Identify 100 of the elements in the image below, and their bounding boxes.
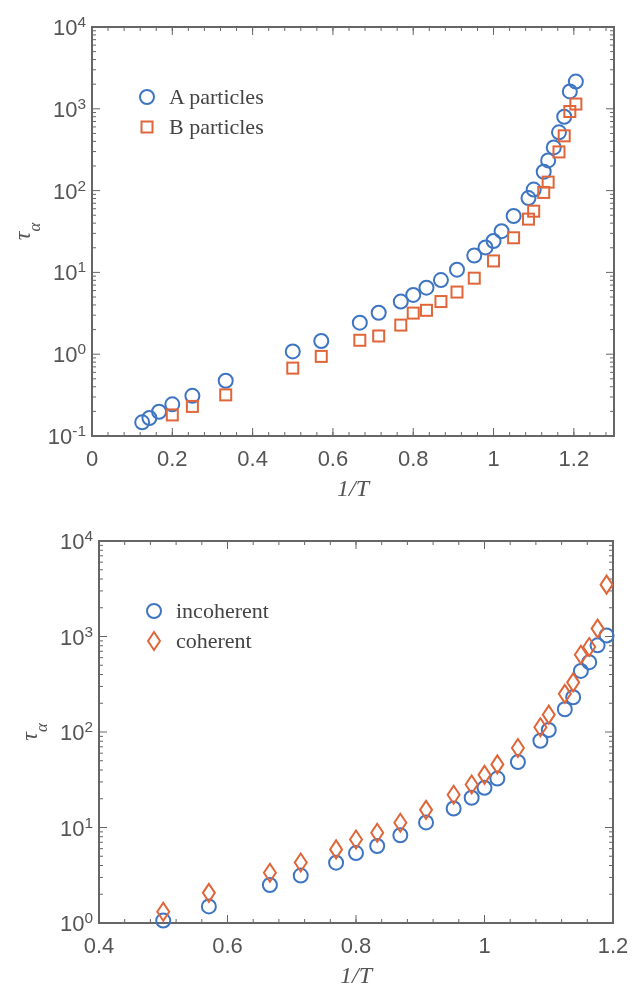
point xyxy=(550,124,567,141)
point xyxy=(328,854,345,871)
point xyxy=(348,845,364,862)
point xyxy=(217,372,234,389)
point xyxy=(184,387,201,404)
point xyxy=(466,247,483,264)
point xyxy=(493,223,510,240)
point xyxy=(541,704,556,725)
point xyxy=(566,672,581,693)
y-tick-label: 10$^{1}$ xyxy=(52,257,86,286)
point xyxy=(505,208,522,225)
point xyxy=(353,333,367,347)
point xyxy=(565,689,582,706)
point xyxy=(535,163,552,180)
point xyxy=(419,303,433,317)
point xyxy=(392,827,409,844)
x-axis-title: 1/T xyxy=(336,475,371,501)
point xyxy=(556,701,573,718)
legend-label: A particles xyxy=(169,84,264,109)
point xyxy=(434,295,448,309)
point xyxy=(557,129,571,143)
x-axis-title: 1/T xyxy=(339,962,374,988)
point xyxy=(445,800,462,817)
point xyxy=(219,388,233,402)
point xyxy=(262,862,277,883)
point xyxy=(581,654,598,671)
point xyxy=(552,145,566,159)
point xyxy=(521,212,535,226)
y-tick-label: 10$^{0}$ xyxy=(52,339,86,368)
point xyxy=(573,644,588,665)
x-tick-label: 0.4 xyxy=(83,933,115,958)
point xyxy=(432,272,449,289)
point xyxy=(567,73,584,90)
point xyxy=(405,286,422,303)
point xyxy=(540,152,557,169)
point xyxy=(200,898,217,915)
point xyxy=(489,770,506,787)
point xyxy=(520,190,537,207)
point xyxy=(598,627,615,644)
point xyxy=(134,414,151,431)
point xyxy=(525,181,542,198)
y-tick-label: 10$^{4}$ xyxy=(52,12,87,40)
point xyxy=(487,254,501,268)
point xyxy=(545,139,562,156)
point xyxy=(477,764,492,785)
point xyxy=(561,83,578,100)
point xyxy=(467,271,481,285)
y-tick-label: 10$^{2}$ xyxy=(52,176,86,204)
point xyxy=(533,717,548,738)
point xyxy=(540,721,557,738)
point xyxy=(446,784,461,805)
point xyxy=(406,306,420,320)
x-tick-label: 0.8 xyxy=(397,446,429,471)
legend-label: incoherent xyxy=(176,598,269,623)
point xyxy=(151,403,168,420)
point xyxy=(572,662,589,679)
x-tick-label: 1.2 xyxy=(597,933,629,958)
point xyxy=(369,838,386,855)
point xyxy=(557,683,572,704)
point xyxy=(418,279,435,296)
point xyxy=(370,304,387,321)
point xyxy=(201,882,216,903)
point xyxy=(509,754,526,771)
point xyxy=(286,361,300,375)
point xyxy=(419,799,434,820)
x-tick-label: 0.8 xyxy=(340,933,372,958)
point xyxy=(537,185,551,199)
point xyxy=(392,293,409,310)
y-tick-label: 10$^{-1}$ xyxy=(47,421,86,449)
point xyxy=(351,314,368,331)
point xyxy=(261,877,278,893)
y-tick-label: 10$^{0}$ xyxy=(59,908,93,936)
point xyxy=(284,343,301,360)
point xyxy=(292,867,309,884)
x-tick-label: 1.2 xyxy=(558,446,590,471)
point xyxy=(313,333,330,349)
point xyxy=(477,239,494,256)
x-tick-label: 0.6 xyxy=(317,446,349,471)
y-tick-label: 10$^{3}$ xyxy=(52,94,86,122)
point xyxy=(394,318,408,332)
point xyxy=(165,408,179,422)
point xyxy=(599,574,614,595)
point xyxy=(464,774,479,795)
point xyxy=(590,618,605,639)
point xyxy=(418,814,435,831)
point xyxy=(314,349,328,363)
point xyxy=(463,789,480,806)
point xyxy=(532,732,549,749)
point xyxy=(185,399,199,413)
point xyxy=(155,912,172,929)
point xyxy=(293,852,308,873)
point xyxy=(527,204,541,218)
point xyxy=(589,637,606,654)
point xyxy=(556,108,573,125)
point xyxy=(507,231,521,245)
x-tick-label: 0.6 xyxy=(212,933,243,958)
point xyxy=(541,175,555,189)
point xyxy=(164,396,181,413)
point xyxy=(485,233,502,249)
point xyxy=(563,104,577,118)
